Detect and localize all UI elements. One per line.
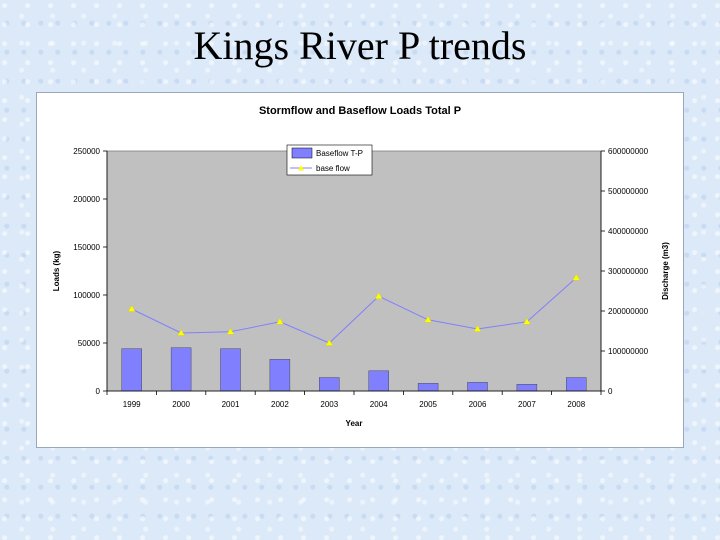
x-tick-label: 2004 [370,400,388,409]
bar-series [121,347,587,392]
x-tick-label: 2006 [469,400,487,409]
legend-label-line: base flow [316,164,350,173]
line-point [572,274,581,281]
line-point [226,328,235,335]
right-tick-label: 0 [608,387,613,396]
legend-swatch-bar [291,147,313,159]
slide-title: Kings River P trends [193,23,527,68]
bar [566,377,587,392]
left-axis: 0 50000 100000 150000 200000 250000 [73,147,108,396]
x-tick-label: 2008 [567,400,585,409]
line-point [424,316,432,323]
chart-panel: Stormflow and Baseflow Loads Total P 0 50… [36,92,684,448]
right-tick-label: 300000000 [608,267,649,276]
bar [368,370,389,392]
line-path [131,277,577,344]
x-tick-label: 2005 [419,400,437,409]
right-axis: 0 100000000 200000000 300000000 400000000 500… [600,147,649,396]
line-point [523,318,531,325]
right-tick-label: 400000000 [608,227,649,236]
bar [417,383,439,392]
bar [121,348,142,392]
line-series [127,274,581,346]
chart-svg: Stormflow and Baseflow Loads Total P 0 50… [52,105,670,428]
x-tick-label: 2001 [222,400,240,409]
x-tick-label: 2000 [172,400,190,409]
x-tick-label: 1999 [123,400,141,409]
bar [170,347,192,392]
y-axis-label: Loads (kg) [52,250,61,291]
legend-label-bar: Baseflow T-P [316,149,363,158]
legend: Baseflow T-P base flow [286,144,373,176]
right-tick-label: 500000000 [608,187,649,196]
y2-axis-label: Discharge (m3) [661,242,670,300]
right-tick-label: 200000000 [608,307,649,316]
legend-marker [298,165,304,171]
line-point [473,325,482,332]
x-axis-label: Year [346,419,363,428]
bar [220,348,241,392]
left-tick-label: 0 [96,387,101,396]
left-tick-label: 100000 [73,291,100,300]
left-tick-label: 200000 [73,195,100,204]
line-point [127,305,136,312]
x-tick-label: 2007 [518,400,536,409]
left-tick-label: 50000 [78,339,101,348]
line-point [325,339,334,346]
bar [467,382,488,392]
right-tick-label: 100000000 [608,347,649,356]
left-tick-label: 250000 [73,147,100,156]
right-tick-label: 600000000 [608,147,649,156]
line-point [276,318,284,325]
bar [516,384,538,392]
x-tick-label: 2003 [320,400,338,409]
line-point [177,329,185,336]
left-tick-label: 150000 [73,243,100,252]
chart-title: Stormflow and Baseflow Loads Total P [259,105,461,117]
line-point [374,292,383,299]
bar [269,359,291,392]
x-axis: 1999 2000 2001 2002 2003 2004 2005 2006 2007 2008 [106,390,602,409]
x-tick-label: 2002 [271,400,289,409]
bar [319,377,340,392]
